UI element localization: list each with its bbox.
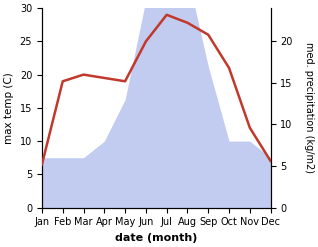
X-axis label: date (month): date (month) — [115, 233, 197, 243]
Y-axis label: max temp (C): max temp (C) — [4, 72, 14, 144]
Y-axis label: med. precipitation (kg/m2): med. precipitation (kg/m2) — [304, 42, 314, 173]
